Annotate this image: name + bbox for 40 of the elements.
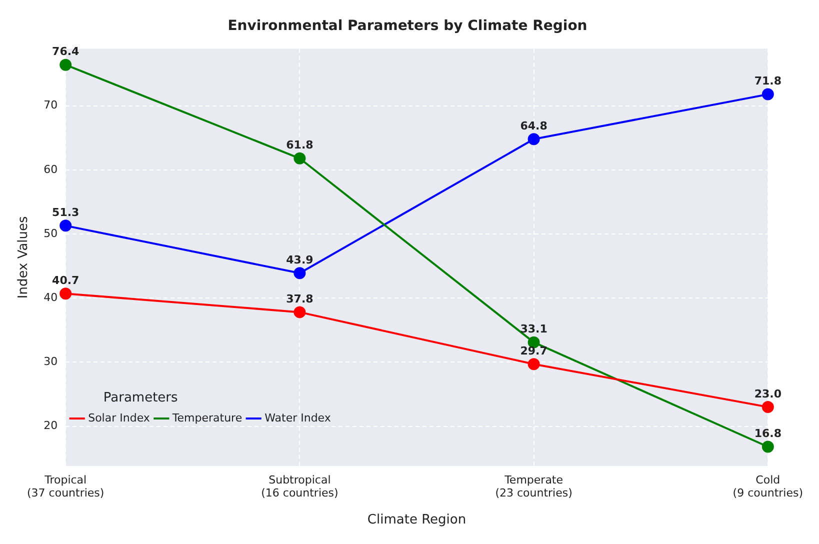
y-tick-label: 40 [44,290,58,304]
x-tick-label: Temperate (23 countries) [495,473,572,500]
y-axis-title: Index Values [16,216,32,299]
data-label: 43.9 [286,253,314,266]
x-tick-label: Tropical (37 countries) [26,473,104,500]
legend-title: Parameters [103,390,178,406]
y-tick-label: 70 [44,98,58,112]
point [294,306,306,318]
data-label: 64.8 [520,120,548,133]
point [762,440,774,453]
data-label: 40.7 [52,274,80,287]
y-tick-label: 20 [44,419,58,432]
data-label: 33.1 [520,322,548,336]
y-tick-label: 50 [44,226,58,240]
data-label: 23.0 [754,387,782,400]
data-label: 37.8 [286,292,314,306]
x-tick-label: Cold (9 countries) [732,473,804,500]
legend-label: Temperature [171,411,242,424]
data-label: 51.3 [52,206,80,220]
point [294,267,306,280]
data-label: 16.8 [754,427,782,440]
x-axis-title: Climate Region [367,512,466,528]
x-tick-label: Subtropical (16 countries) [261,473,338,500]
y-tick-label: 60 [44,162,58,176]
legend-label: Water Index [264,411,332,424]
point [60,58,72,71]
point [762,88,774,100]
data-label: 71.8 [754,74,782,88]
point [60,220,72,232]
data-label: 61.8 [286,138,314,152]
legend-label: Solar Index [88,411,150,424]
point [528,133,540,146]
point [528,358,540,370]
chart-title: Environmental Parameters by Climate Region [228,18,588,34]
point [294,152,306,164]
data-label: 76.4 [52,45,80,58]
y-tick-label: 30 [44,355,58,368]
point [60,288,72,300]
data-label: 29.7 [520,344,548,358]
point [762,401,774,414]
